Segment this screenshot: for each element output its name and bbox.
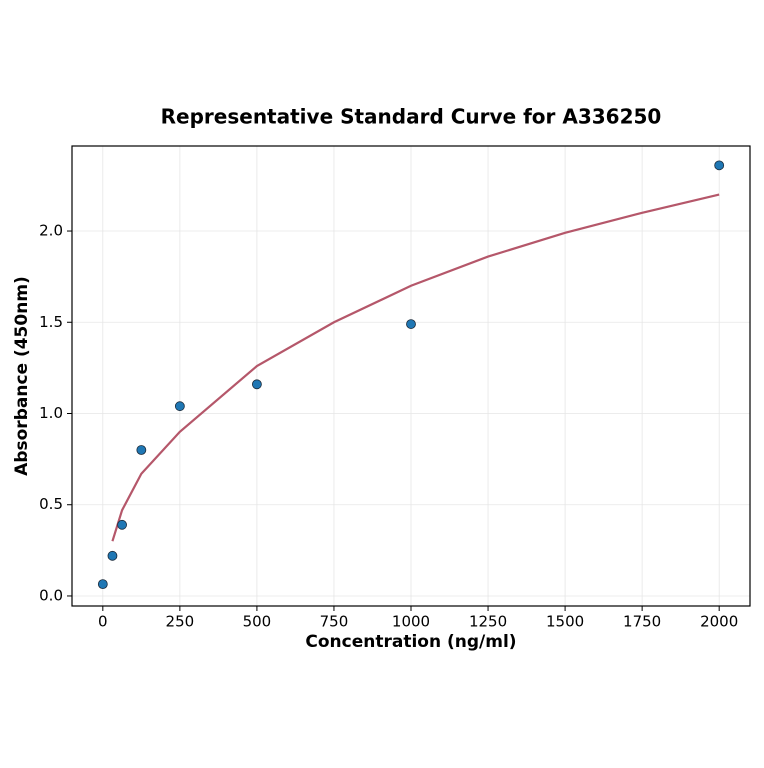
data-point (97, 579, 108, 590)
x-tick-label: 2000 (700, 613, 738, 631)
x-tick-label: 1500 (546, 613, 584, 631)
data-point (136, 445, 147, 455)
plot-frame (71, 145, 751, 607)
chart-title: Representative Standard Curve for A33625… (161, 105, 662, 129)
x-tick-label: 1250 (469, 613, 507, 631)
data-point (714, 160, 725, 171)
x-tick-label: 500 (243, 613, 272, 631)
y-tick-label: 1.0 (39, 404, 63, 422)
fit-curve (111, 193, 720, 542)
x-tick-label: 250 (166, 613, 195, 631)
y-tick-label: 2.0 (39, 222, 63, 240)
x-tick-label: 1750 (623, 613, 661, 631)
x-tick-label: 750 (320, 613, 349, 631)
data-point (107, 550, 118, 561)
data-point (252, 379, 262, 390)
data-point (174, 401, 185, 412)
data-point (117, 519, 127, 530)
y-axis-label: Absorbance (450nm) (12, 276, 32, 476)
x-tick-label: 0 (98, 613, 108, 631)
data-point (406, 319, 416, 329)
y-tick-label: 0.0 (39, 586, 63, 604)
x-axis-label: Concentration (ng/ml) (305, 632, 516, 652)
y-tick-label: 1.5 (39, 313, 63, 331)
x-tick-label: 1000 (392, 613, 430, 631)
y-tick-label: 0.5 (39, 495, 63, 513)
